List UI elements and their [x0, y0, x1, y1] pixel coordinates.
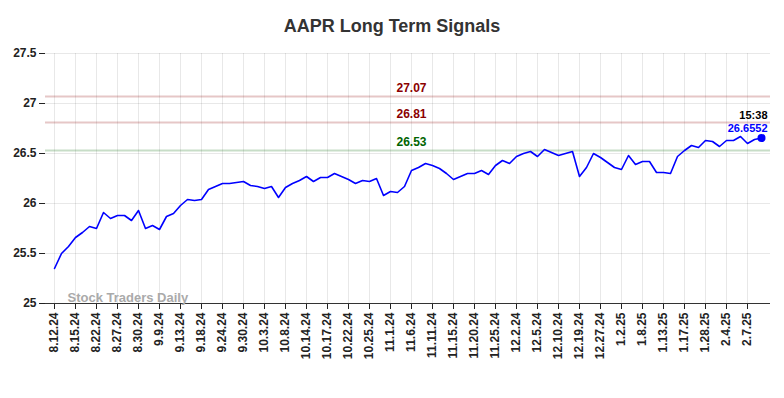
svg-text:26.53: 26.53	[396, 135, 426, 149]
svg-text:10.17.24: 10.17.24	[320, 312, 334, 359]
svg-text:1.28.25: 1.28.25	[698, 312, 712, 352]
svg-text:1.2.25: 1.2.25	[614, 312, 628, 346]
svg-text:11.1.24: 11.1.24	[383, 312, 397, 352]
svg-text:10.3.24: 10.3.24	[257, 312, 271, 352]
svg-text:10.22.24: 10.22.24	[341, 312, 355, 359]
svg-text:1.17.25: 1.17.25	[677, 312, 691, 352]
svg-text:2.4.25: 2.4.25	[719, 312, 733, 346]
svg-text:8.27.24: 8.27.24	[110, 312, 124, 352]
svg-text:27: 27	[23, 96, 37, 110]
svg-text:26: 26	[23, 196, 37, 210]
svg-text:12.5.24: 12.5.24	[530, 312, 544, 352]
svg-text:10.25.24: 10.25.24	[362, 312, 376, 359]
svg-text:8.12.24: 8.12.24	[47, 312, 61, 352]
svg-text:27.5: 27.5	[13, 46, 37, 60]
svg-text:11.6.24: 11.6.24	[404, 312, 418, 352]
svg-text:25.5: 25.5	[13, 246, 37, 260]
svg-text:9.24.24: 9.24.24	[215, 312, 229, 352]
svg-text:12.10.24: 12.10.24	[551, 312, 565, 359]
svg-text:11.20.24: 11.20.24	[467, 312, 481, 358]
svg-text:9.9.24: 9.9.24	[152, 312, 166, 346]
svg-text:11.15.24: 11.15.24	[446, 312, 460, 358]
svg-text:26.81: 26.81	[396, 107, 426, 121]
svg-text:12.19.24: 12.19.24	[572, 312, 586, 359]
svg-text:1.13.25: 1.13.25	[656, 312, 670, 352]
svg-text:26.5: 26.5	[13, 146, 37, 160]
svg-text:10.8.24: 10.8.24	[278, 312, 292, 352]
svg-text:27.07: 27.07	[396, 81, 426, 95]
svg-text:9.13.24: 9.13.24	[173, 312, 187, 352]
svg-text:12.2.24: 12.2.24	[509, 312, 523, 352]
svg-text:25: 25	[23, 296, 37, 310]
svg-text:11.25.24: 11.25.24	[488, 312, 502, 358]
svg-text:9.18.24: 9.18.24	[194, 312, 208, 352]
svg-text:1.8.25: 1.8.25	[635, 312, 649, 346]
svg-text:8.15.24: 8.15.24	[68, 312, 82, 352]
svg-text:15:38: 15:38	[739, 109, 767, 121]
svg-text:2.7.25: 2.7.25	[740, 312, 754, 346]
svg-text:10.14.24: 10.14.24	[299, 312, 313, 359]
svg-text:8.22.24: 8.22.24	[89, 312, 103, 352]
svg-text:Stock Traders Daily: Stock Traders Daily	[68, 290, 189, 305]
svg-text:11.11.24: 11.11.24	[425, 312, 439, 358]
svg-text:12.27.24: 12.27.24	[593, 312, 607, 359]
svg-text:26.6552: 26.6552	[728, 122, 768, 134]
svg-text:9.30.24: 9.30.24	[236, 312, 250, 352]
html-text:AAPR Long Term Signals: AAPR Long Term Signals	[283, 16, 501, 36]
svg-text:8.30.24: 8.30.24	[131, 312, 145, 352]
